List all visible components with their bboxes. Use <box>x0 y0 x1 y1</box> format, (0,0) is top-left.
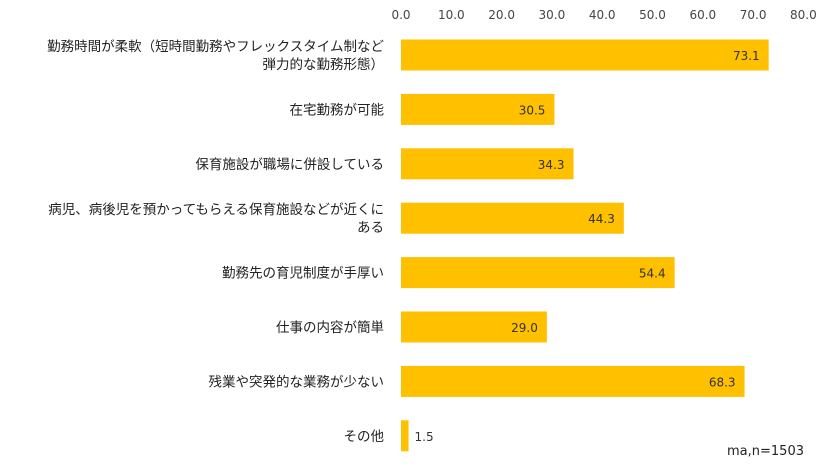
bars <box>401 39 769 452</box>
value-labels: 73.1 30.5 34.3 44.3 54.4 29.0 68.3 1.5 <box>415 49 760 444</box>
value-label: 29.0 <box>511 321 538 335</box>
category-label: 保育施設が職場に併設している <box>195 157 384 173</box>
value-label: 68.3 <box>709 375 736 389</box>
x-tick-label: 40.0 <box>589 8 616 22</box>
value-label: 30.5 <box>519 103 546 117</box>
bar <box>401 420 409 452</box>
x-tick-label: 60.0 <box>689 8 716 22</box>
bar <box>401 93 555 125</box>
bar <box>401 148 574 180</box>
bar <box>401 39 769 71</box>
x-axis-ticks: 0.0 10.0 20.0 30.0 40.0 50.0 60.0 70.0 80.0 <box>391 8 816 22</box>
category-label: 勤務先の育児制度が手厚い <box>222 266 384 282</box>
category-label: 仕事の内容が簡単 <box>276 319 384 336</box>
value-label: 44.3 <box>588 212 615 226</box>
bar <box>401 365 745 397</box>
x-tick-label: 0.0 <box>391 8 410 22</box>
value-label: 1.5 <box>415 430 434 444</box>
sample-size-note: ma,n=1503 <box>727 444 804 459</box>
value-label: 34.3 <box>538 158 565 172</box>
category-labels: 勤務時間が柔軟（短時間勤務やフレックスタイム制など弾力的な勤務形態） 在宅勤務が可… <box>47 39 384 445</box>
category-label: その他 <box>344 429 385 445</box>
x-tick-label: 80.0 <box>790 8 817 22</box>
bar <box>401 311 547 343</box>
category-label: 残業や突発的な業務が少ない <box>209 374 385 390</box>
x-tick-label: 10.0 <box>438 8 465 22</box>
bar <box>401 257 675 289</box>
category-label: 病児、病後児を預かってもらえる保育施設などが近くにある <box>48 202 384 236</box>
category-label: 勤務時間が柔軟（短時間勤務やフレックスタイム制など弾力的な勤務形態） <box>47 39 384 73</box>
x-tick-label: 50.0 <box>639 8 666 22</box>
value-label: 54.4 <box>639 267 666 281</box>
x-tick-label: 20.0 <box>488 8 515 22</box>
x-tick-label: 30.0 <box>539 8 566 22</box>
category-label: 在宅勤務が可能 <box>290 102 385 118</box>
value-label: 73.1 <box>733 49 760 63</box>
bar <box>401 202 624 234</box>
x-tick-label: 70.0 <box>740 8 767 22</box>
